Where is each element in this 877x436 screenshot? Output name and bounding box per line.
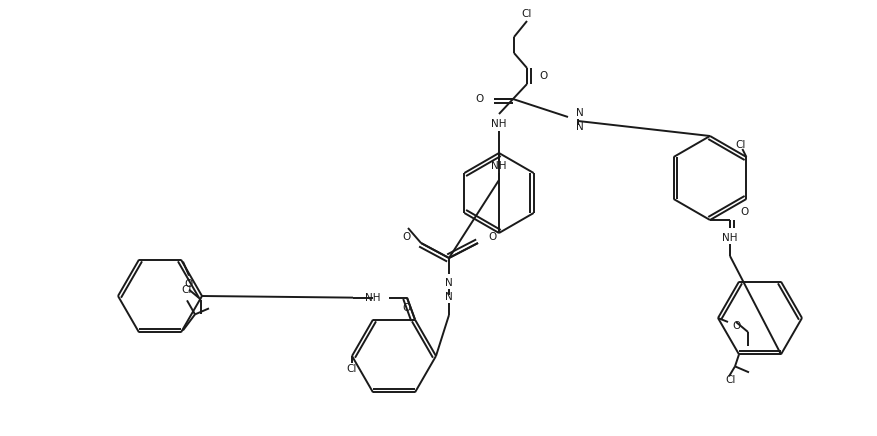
Text: O: O	[475, 94, 484, 104]
Text: NH: NH	[491, 119, 507, 129]
Text: NH: NH	[723, 233, 738, 243]
Text: N: N	[576, 122, 584, 132]
Text: O: O	[539, 71, 547, 81]
Text: N: N	[446, 278, 453, 288]
Text: Cl: Cl	[726, 375, 736, 385]
Text: O: O	[403, 303, 411, 313]
Text: Cl: Cl	[182, 286, 192, 295]
Text: O: O	[740, 207, 748, 217]
Text: O: O	[185, 279, 193, 289]
Text: Cl: Cl	[522, 9, 532, 19]
Text: N: N	[446, 292, 453, 302]
Text: Cl: Cl	[346, 364, 357, 374]
Text: O: O	[732, 321, 740, 331]
Text: N: N	[576, 108, 584, 118]
Text: O: O	[403, 232, 411, 242]
Text: Cl: Cl	[735, 140, 745, 150]
Text: O: O	[488, 232, 496, 242]
Text: NH: NH	[491, 161, 507, 171]
Text: NH: NH	[366, 293, 381, 303]
